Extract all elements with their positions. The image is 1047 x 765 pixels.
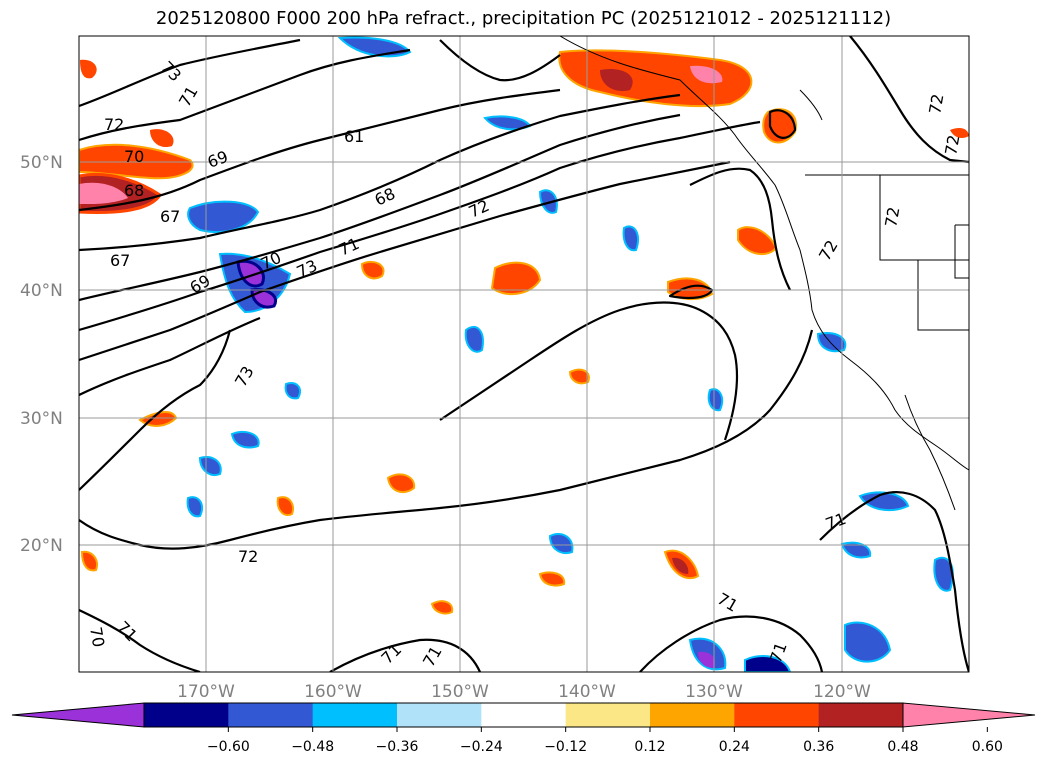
- colorbar-tick-label: 0.24: [719, 739, 750, 755]
- colorbar-bin: [228, 703, 314, 727]
- contour-label: 72: [238, 547, 258, 566]
- colorbar-bin: [734, 703, 820, 727]
- contour-label: 72: [941, 133, 963, 156]
- precip-fill-layer: [79, 36, 969, 672]
- latitude-labels: 50°N 40°N 30°N 20°N: [20, 153, 63, 556]
- colorbar-tick-label: −0.24: [460, 739, 503, 755]
- colorbar-tick-label: 0.12: [634, 739, 665, 755]
- graticule: [79, 36, 969, 672]
- colorbar-tick-label: −0.36: [376, 739, 419, 755]
- lat-label-20n: 20°N: [20, 536, 63, 556]
- contour-label: 68: [124, 181, 144, 200]
- colorbar-ticks: −0.60 −0.48 −0.36 −0.24 −0.12 0.12 0.24 0.36 0.4…: [207, 727, 1003, 755]
- colorbar-bin: [144, 703, 229, 727]
- contour-label: 70: [124, 147, 144, 166]
- lat-label-40n: 40°N: [20, 281, 63, 301]
- contour-label: 61: [344, 127, 364, 146]
- colorbar: [11, 702, 1036, 728]
- contour-label: 67: [160, 207, 180, 226]
- colorbar-extend-low: [11, 702, 145, 728]
- colorbar-tick-label: −0.60: [207, 739, 250, 755]
- lon-label-120w: 120°W: [813, 682, 871, 702]
- contour-label: 67: [110, 251, 130, 270]
- lon-label-150w: 150°W: [431, 682, 489, 702]
- colorbar-tick-label: 0.36: [803, 739, 834, 755]
- map-frame: [78, 35, 970, 673]
- map-panel: 73 71 72 70 68 69 67 61 68 72 71 70 73 6…: [78, 35, 970, 673]
- lat-label-30n: 30°N: [20, 409, 63, 429]
- colorbar-bin: [650, 703, 735, 727]
- coastline-layer: [559, 36, 969, 511]
- lon-label-140w: 140°W: [558, 682, 616, 702]
- lat-label-50n: 50°N: [20, 153, 63, 173]
- colorbar-tick-label: −0.12: [544, 739, 587, 755]
- colorbar-bin: [818, 703, 904, 727]
- refractivity-contours: [79, 36, 969, 672]
- contour-label: 70: [86, 625, 108, 648]
- colorbar-bin: [312, 703, 398, 727]
- map-background: [79, 36, 969, 672]
- colorbar-outline: [143, 702, 904, 728]
- colorbar-bin: [481, 703, 567, 727]
- lon-label-170w: 170°W: [177, 682, 235, 702]
- colorbar-tick-label: −0.48: [291, 739, 334, 755]
- colorbar-tick-label: 0.48: [887, 739, 918, 755]
- colorbar-bin: [565, 703, 651, 727]
- contour-label: 72: [881, 205, 903, 228]
- lon-label-130w: 130°W: [685, 682, 743, 702]
- longitude-labels: 170°W 160°W 150°W 140°W 130°W 120°W: [177, 682, 871, 702]
- contour-label: 72: [925, 92, 947, 115]
- contour-label: 72: [104, 115, 124, 134]
- colorbar-extend-high: [902, 702, 1036, 728]
- colorbar-bin: [397, 703, 482, 727]
- map-title: 2025120800 F000 200 hPa refract., precip…: [155, 8, 892, 29]
- colorbar-tick-label: 0.60: [972, 739, 1003, 755]
- lon-label-160w: 160°W: [304, 682, 362, 702]
